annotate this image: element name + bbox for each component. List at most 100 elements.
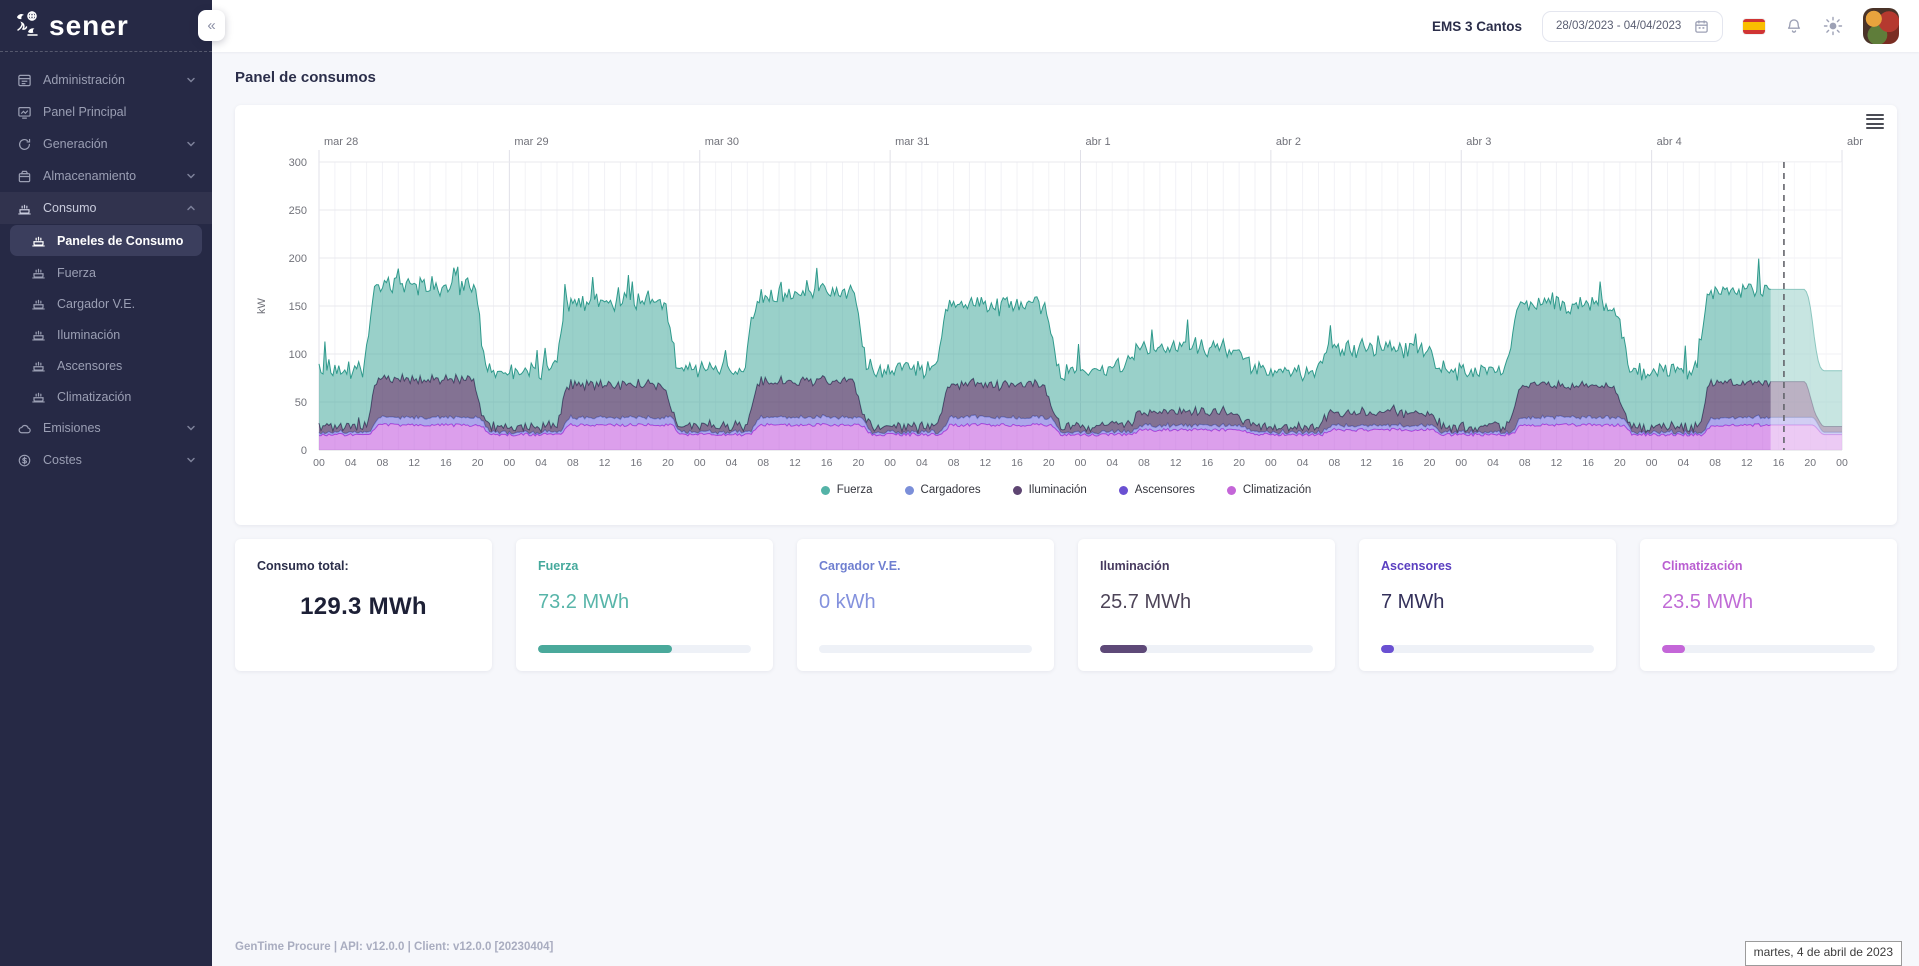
svg-text:12: 12 bbox=[789, 457, 801, 469]
svg-text:00: 00 bbox=[884, 457, 896, 469]
svg-text:abr 3: abr 3 bbox=[1466, 136, 1491, 148]
svg-text:150: 150 bbox=[289, 301, 307, 313]
date-range-picker[interactable] bbox=[1542, 10, 1723, 42]
site-name: EMS 3 Cantos bbox=[1431, 18, 1522, 34]
svg-text:16: 16 bbox=[1202, 457, 1214, 469]
svg-text:00: 00 bbox=[504, 457, 516, 469]
svg-text:kW: kW bbox=[256, 297, 268, 314]
sidebar-item-almacenamiento[interactable]: Almacenamiento bbox=[0, 160, 212, 192]
legend-item-fuerza[interactable]: Fuerza bbox=[820, 484, 873, 496]
user-avatar[interactable] bbox=[1863, 8, 1899, 44]
legend-item-climatizacion[interactable]: Climatización bbox=[1226, 484, 1311, 496]
card-label: Consumo total: bbox=[257, 559, 349, 573]
sidebar-item-iluminacion[interactable]: Iluminación bbox=[0, 319, 212, 350]
svg-text:04: 04 bbox=[345, 457, 357, 469]
sidebar-item-cargador-v-e[interactable]: Cargador V.E. bbox=[0, 288, 212, 319]
svg-text:300: 300 bbox=[289, 157, 307, 169]
svg-text:00: 00 bbox=[1455, 457, 1467, 469]
sidebar-item-ascensores[interactable]: Ascensores bbox=[0, 350, 212, 381]
card-value: 0 kWh bbox=[819, 591, 876, 613]
svg-text:00: 00 bbox=[694, 457, 706, 469]
svg-text:mar 28: mar 28 bbox=[324, 136, 358, 148]
svg-text:20: 20 bbox=[853, 457, 865, 469]
sidebar-collapse-button[interactable]: « bbox=[198, 10, 225, 41]
svg-text:12: 12 bbox=[408, 457, 420, 469]
sidebar-item-costes[interactable]: Costes bbox=[0, 444, 212, 476]
legend-item-cargadores[interactable]: Cargadores bbox=[904, 484, 981, 496]
card-label: Cargador V.E. bbox=[819, 559, 901, 573]
consumption-area-chart[interactable]: mar 28 mar 29 mar 30 mar 31 abr 1 abr 2 abr 3 a… bbox=[235, 105, 1897, 477]
chevron-down-icon bbox=[186, 423, 196, 433]
sidebar-item-administracion[interactable]: Administración bbox=[0, 64, 212, 96]
svg-text:mar 30: mar 30 bbox=[705, 136, 739, 148]
legend-dot-icon bbox=[820, 485, 830, 495]
chevron-down-icon bbox=[186, 171, 196, 181]
svg-text:0: 0 bbox=[301, 445, 307, 457]
chart-legend: Fuerza Cargadores Iluminación Ascensores Cli… bbox=[235, 484, 1897, 496]
chevron-down-icon bbox=[186, 455, 196, 465]
svg-text:mar 31: mar 31 bbox=[895, 136, 929, 148]
generation-icon bbox=[16, 136, 32, 152]
sidebar-item-panel-principal[interactable]: Panel Principal bbox=[0, 96, 212, 128]
svg-text:12: 12 bbox=[1741, 457, 1753, 469]
notifications-bell-icon[interactable] bbox=[1785, 17, 1803, 36]
svg-text:250: 250 bbox=[289, 205, 307, 217]
card-value: 73.2 MWh bbox=[538, 591, 630, 613]
card-iluminacion: Iluminación 25.7 MWh bbox=[1078, 539, 1335, 671]
svg-text:16: 16 bbox=[821, 457, 833, 469]
progress-bar bbox=[1381, 645, 1594, 653]
legend-item-iluminacion[interactable]: Iluminación bbox=[1012, 484, 1087, 496]
progress-bar bbox=[538, 645, 751, 653]
sidebar-item-paneles-de-consumo[interactable]: Paneles de Consumo bbox=[10, 225, 202, 256]
sidebar-item-fuerza[interactable]: Fuerza bbox=[0, 257, 212, 288]
calendar-icon[interactable] bbox=[1694, 19, 1709, 34]
svg-text:50: 50 bbox=[295, 397, 307, 409]
svg-text:04: 04 bbox=[916, 457, 928, 469]
svg-text:16: 16 bbox=[1582, 457, 1594, 469]
svg-text:12: 12 bbox=[979, 457, 991, 469]
svg-text:20: 20 bbox=[472, 457, 484, 469]
card-label: Climatización bbox=[1662, 559, 1743, 573]
legend-item-ascensores[interactable]: Ascensores bbox=[1118, 484, 1195, 496]
svg-text:08: 08 bbox=[1138, 457, 1150, 469]
language-flag-es-icon[interactable] bbox=[1743, 18, 1765, 34]
svg-text:16: 16 bbox=[440, 457, 452, 469]
svg-text:12: 12 bbox=[1360, 457, 1372, 469]
card-value: 7 MWh bbox=[1381, 591, 1445, 613]
costs-icon bbox=[16, 452, 32, 468]
admin-icon bbox=[16, 72, 32, 88]
svg-text:08: 08 bbox=[567, 457, 579, 469]
svg-text:20: 20 bbox=[1424, 457, 1436, 469]
svg-text:00: 00 bbox=[1836, 457, 1848, 469]
consumption-icon bbox=[16, 200, 32, 216]
svg-text:abr 1: abr 1 bbox=[1086, 136, 1111, 148]
legend-dot-icon bbox=[1012, 485, 1022, 495]
card-fuerza: Fuerza 73.2 MWh bbox=[516, 539, 773, 671]
svg-text:00: 00 bbox=[1646, 457, 1658, 469]
emissions-icon bbox=[16, 420, 32, 436]
sidebar-item-emisiones[interactable]: Emisiones bbox=[0, 412, 212, 444]
svg-text:04: 04 bbox=[1678, 457, 1690, 469]
footer-version-text: GenTime Procure | API: v12.0.0 | Client:… bbox=[235, 941, 554, 953]
status-tooltip: martes, 4 de abril de 2023 bbox=[1744, 941, 1902, 966]
svg-text:12: 12 bbox=[1170, 457, 1182, 469]
date-range-input[interactable] bbox=[1556, 20, 1684, 32]
consumption-chart-card: mar 28 mar 29 mar 30 mar 31 abr 1 abr 2 abr 3 a… bbox=[235, 105, 1897, 525]
card-value: 129.3 MWh bbox=[300, 593, 427, 620]
brand-name: sener bbox=[49, 9, 129, 41]
theme-toggle-sun-icon[interactable] bbox=[1823, 16, 1843, 36]
card-climatizacion: Climatización 23.5 MWh bbox=[1640, 539, 1897, 671]
sidebar-item-consumo[interactable]: Consumo bbox=[0, 192, 212, 224]
chart-menu-icon[interactable] bbox=[1866, 114, 1884, 129]
consumption-icon bbox=[30, 327, 46, 343]
sidebar-item-climatizacion[interactable]: Climatización bbox=[0, 381, 212, 412]
svg-text:08: 08 bbox=[1519, 457, 1531, 469]
storage-icon bbox=[16, 168, 32, 184]
sidebar-item-generacion[interactable]: Generación bbox=[0, 128, 212, 160]
svg-text:abr 2: abr 2 bbox=[1276, 136, 1301, 148]
card-label: Fuerza bbox=[538, 559, 579, 573]
legend-dot-icon bbox=[904, 485, 914, 495]
dashboard-icon bbox=[16, 104, 32, 120]
logo[interactable]: sener bbox=[0, 0, 212, 52]
svg-text:08: 08 bbox=[948, 457, 960, 469]
